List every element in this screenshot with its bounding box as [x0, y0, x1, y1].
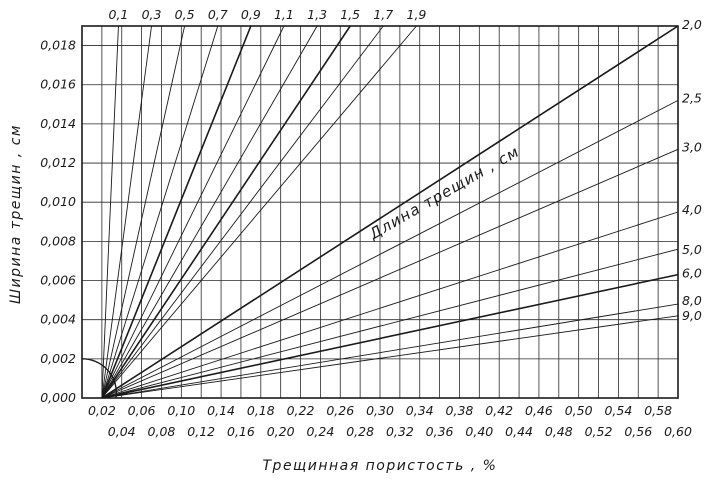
top-ray-label: 0,7 [208, 7, 228, 22]
y-tick-label: 0,000 [40, 390, 76, 405]
x-tick-label: 0,24 [306, 424, 334, 439]
ray-line-2-0 [101, 25, 679, 399]
x-tick-label: 0,26 [326, 403, 354, 418]
top-ray-label: 1,5 [340, 7, 360, 22]
ray-line-0-7 [101, 25, 219, 399]
ray-line-0-5 [101, 25, 186, 399]
y-tick-label: 0,008 [40, 233, 76, 248]
x-tick-label: 0,58 [644, 403, 672, 418]
ray-line-2-5 [101, 100, 679, 399]
x-tick-label: 0,34 [406, 403, 434, 418]
x-tick-label: 0,30 [366, 403, 394, 418]
top-ray-label: 0,1 [109, 7, 129, 22]
x-axis-label: Трещинная пористость , % [263, 458, 498, 474]
ray-line-0-9 [101, 25, 252, 399]
top-ray-label: 1,1 [274, 7, 294, 22]
x-tick-label: 0,60 [664, 424, 692, 439]
right-ray-label: 5,0 [682, 242, 702, 257]
y-tick-label: 0,002 [40, 351, 76, 366]
x-tick-label: 0,14 [207, 403, 235, 418]
y-tick-label: 0,004 [40, 312, 76, 327]
y-tick-label: 0,016 [40, 77, 76, 92]
y-tick-label: 0,006 [40, 273, 76, 288]
plot-frame [81, 25, 679, 399]
x-tick-label: 0,28 [346, 424, 374, 439]
x-tick-label: 0,10 [167, 403, 195, 418]
right-ray-label: 6,0 [682, 266, 702, 281]
right-ray-label: 3,0 [682, 139, 702, 154]
top-ray-label: 0,9 [241, 7, 261, 22]
top-ray-label: 1,3 [307, 7, 327, 22]
top-ray-label: 0,5 [175, 7, 195, 22]
x-tick-label: 0,48 [545, 424, 573, 439]
labels: 0,000 0,002 0,004 0,006 0,008 0,010 0,012 0,014… [40, 7, 702, 439]
right-ray-label: 9,0 [682, 308, 702, 323]
x-tick-label: 0,16 [227, 424, 255, 439]
ray-line-1-7 [101, 25, 384, 399]
top-ray-label: 1,7 [373, 7, 393, 22]
ray-line-6-0 [101, 273, 679, 399]
x-tick-label: 0,44 [505, 424, 533, 439]
x-tick-label: 0,54 [604, 403, 632, 418]
top-ray-label: 0,3 [142, 7, 162, 22]
right-ray-label: 4,0 [682, 202, 702, 217]
x-tick-label: 0,12 [187, 424, 215, 439]
ray-line-3-0 [101, 148, 679, 399]
top-ray-label: 1,9 [407, 7, 427, 22]
x-tick-label: 0,42 [485, 403, 513, 418]
x-tick-label: 0,06 [128, 403, 156, 418]
ray-line-5-0 [101, 248, 679, 399]
y-axis-label: Ширина трещин , см [8, 124, 24, 304]
ray-line-1-3 [101, 25, 318, 399]
x-tick-label: 0,04 [108, 424, 136, 439]
y-tick-label: 0,018 [40, 38, 76, 53]
x-tick-label: 0,56 [624, 424, 652, 439]
right-ray-label: 8,0 [682, 293, 702, 308]
right-ray-label: 2,5 [682, 90, 702, 105]
x-tick-label: 0,36 [426, 424, 454, 439]
x-tick-label: 0,50 [565, 403, 593, 418]
x-tick-label: 0,52 [585, 424, 613, 439]
x-tick-label: 0,46 [525, 403, 553, 418]
y-tick-label: 0,012 [40, 155, 76, 170]
x-tick-label: 0,32 [386, 424, 414, 439]
ray-line-0-3 [101, 25, 152, 399]
ray-line-0-1 [101, 25, 119, 399]
ray-line-9-0 [101, 315, 679, 399]
x-tick-label: 0,20 [267, 424, 295, 439]
right-ray-label: 2,0 [682, 17, 702, 32]
ray-line-1-5 [101, 25, 351, 399]
x-tick-label: 0,22 [287, 403, 315, 418]
corner-arc [81, 358, 118, 399]
y-tick-label: 0,014 [40, 116, 76, 131]
y-tick-label: 0,010 [40, 194, 76, 209]
ray-line-1-1 [101, 25, 285, 399]
ray-line-4-0 [101, 211, 679, 399]
x-tick-label: 0,18 [247, 403, 275, 418]
rays [81, 25, 679, 399]
ray-line-8-0 [101, 303, 679, 399]
x-tick-label: 0,02 [88, 403, 116, 418]
ray-line-1-9 [101, 25, 417, 399]
x-tick-label: 0,40 [465, 424, 493, 439]
x-tick-label: 0,38 [446, 403, 474, 418]
x-tick-label: 0,08 [148, 424, 176, 439]
